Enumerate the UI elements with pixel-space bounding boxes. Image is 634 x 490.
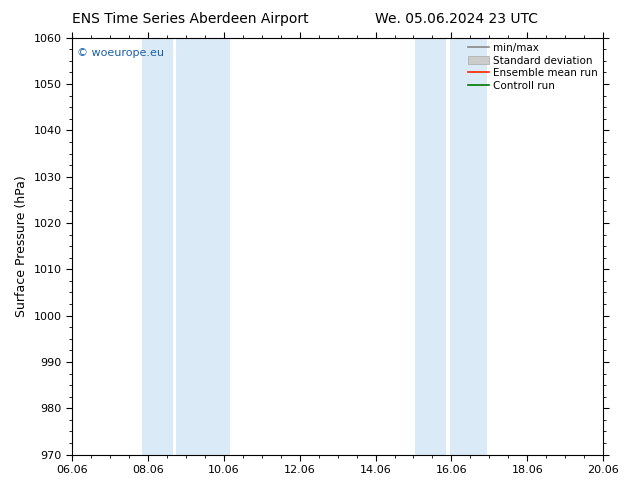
Text: ENS Time Series Aberdeen Airport: ENS Time Series Aberdeen Airport [72,12,309,26]
Bar [176,38,230,455]
Bar [142,38,172,455]
Text: © woeurope.eu: © woeurope.eu [77,48,164,58]
Text: We. 05.06.2024 23 UTC: We. 05.06.2024 23 UTC [375,12,538,26]
Bar [415,38,446,455]
Bar [450,38,488,455]
Y-axis label: Surface Pressure (hPa): Surface Pressure (hPa) [15,175,28,317]
Legend: min/max, Standard deviation, Ensemble mean run, Controll run: min/max, Standard deviation, Ensemble me… [466,41,600,93]
